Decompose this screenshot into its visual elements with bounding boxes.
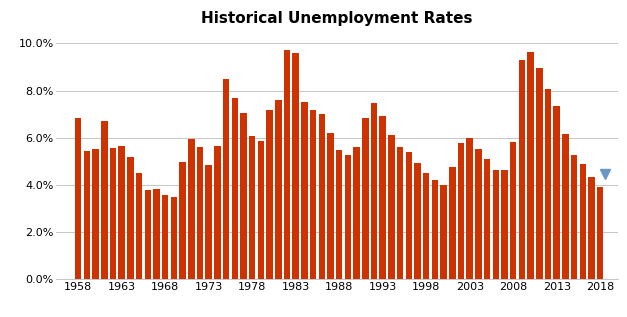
Bar [153, 189, 160, 279]
Bar [119, 146, 125, 279]
Bar [379, 116, 386, 279]
Bar [414, 163, 421, 279]
Bar [214, 146, 221, 279]
Bar [258, 141, 264, 279]
Bar [571, 155, 577, 279]
Bar [527, 52, 534, 279]
Bar [171, 197, 177, 279]
Bar [162, 195, 169, 279]
Bar [397, 147, 403, 279]
Bar [144, 190, 151, 279]
Bar [554, 106, 560, 279]
Bar [345, 155, 351, 279]
Bar [536, 68, 542, 279]
Bar [319, 114, 325, 279]
Bar [275, 100, 282, 279]
Bar [249, 136, 255, 279]
Bar [136, 173, 142, 279]
Bar [510, 142, 517, 279]
Bar [292, 53, 299, 279]
Title: Historical Unemployment Rates: Historical Unemployment Rates [201, 11, 473, 26]
Bar [240, 113, 247, 279]
Bar [484, 159, 490, 279]
Bar [475, 148, 482, 279]
Bar [501, 170, 508, 279]
Bar [92, 148, 99, 279]
Bar [440, 185, 447, 279]
Bar [75, 118, 82, 279]
Bar [266, 110, 273, 279]
Bar [431, 180, 438, 279]
Bar [284, 50, 290, 279]
Bar [197, 147, 203, 279]
Bar [179, 162, 186, 279]
Bar [466, 138, 473, 279]
Bar [327, 133, 334, 279]
Bar [336, 150, 342, 279]
Bar [597, 187, 603, 279]
Bar [188, 139, 194, 279]
Bar [519, 61, 525, 279]
Bar [206, 165, 212, 279]
Bar [458, 143, 464, 279]
Bar [310, 110, 317, 279]
Bar [110, 148, 116, 279]
Bar [371, 103, 377, 279]
Bar [231, 98, 238, 279]
Bar [579, 164, 586, 279]
Bar [493, 171, 499, 279]
Bar [101, 121, 108, 279]
Bar [588, 177, 595, 279]
Bar [223, 79, 229, 279]
Bar [562, 134, 569, 279]
Bar [354, 147, 360, 279]
Bar [406, 152, 412, 279]
Bar [545, 89, 551, 279]
Bar [423, 172, 429, 279]
Bar [127, 158, 134, 279]
Bar [362, 118, 369, 279]
Bar [301, 102, 308, 279]
Bar [388, 135, 394, 279]
Bar [449, 167, 456, 279]
Bar [83, 151, 90, 279]
